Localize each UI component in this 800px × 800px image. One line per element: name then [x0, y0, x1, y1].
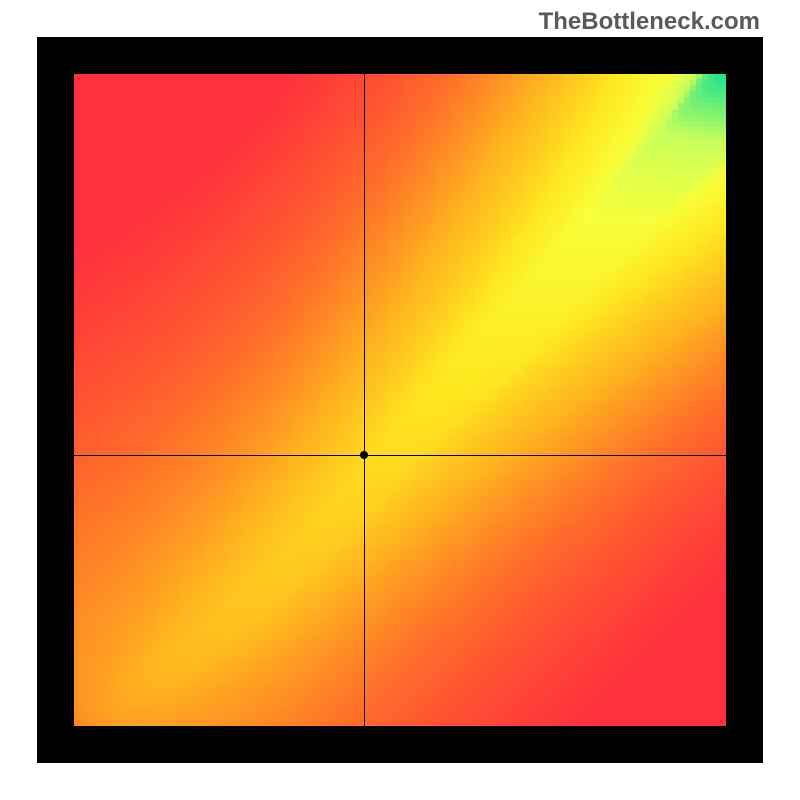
chart-frame [37, 37, 763, 763]
crosshair-vertical [364, 74, 365, 726]
heatmap-plot [74, 74, 726, 726]
crosshair-horizontal [74, 455, 726, 456]
heatmap-canvas [74, 74, 726, 726]
watermark-text: TheBottleneck.com [539, 8, 760, 36]
marker-dot [360, 451, 368, 459]
